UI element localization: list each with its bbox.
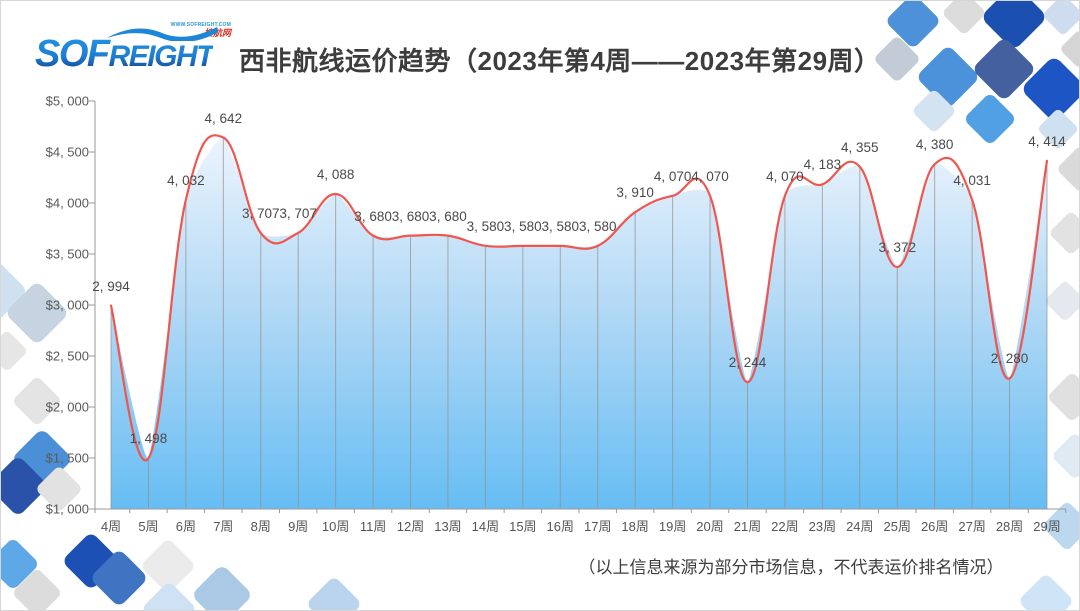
diamond-icon <box>140 580 198 610</box>
diamond-icon <box>1041 500 1079 552</box>
diamond-icon <box>1017 572 1075 610</box>
diamond-icon <box>1055 144 1079 194</box>
diamond-icon <box>1048 210 1079 256</box>
diamond-icon <box>1036 107 1079 151</box>
chart-title: 西非航线运价趋势（2023年第4周——2023年第29周） <box>239 46 881 76</box>
diamond-icon <box>1043 279 1079 323</box>
diamond-icon <box>190 563 254 610</box>
diamond-icon <box>1050 431 1079 481</box>
diamond-icon <box>980 1 1048 51</box>
logo-website: WWW.SOFREIGHT.COM <box>170 22 231 28</box>
diamond-icon <box>305 575 363 610</box>
diamond-icon <box>963 92 1017 146</box>
logo-subtext: WWW.SOFREIGHT.COM 搜航网 <box>170 22 231 38</box>
diamond-icon <box>11 375 63 427</box>
logo-text-sof: SOF <box>35 33 109 75</box>
diamond-icon <box>1046 371 1079 423</box>
logo-tagline: 搜航网 <box>203 27 231 38</box>
sofreight-logo: SOFREIGHT WWW.SOFREIGHT.COM 搜航网 <box>35 22 231 81</box>
diamond-icon <box>1041 1 1079 37</box>
source-note: （以上信息来源为部分市场信息，不代表运价排名情况） <box>578 558 1004 577</box>
logo-wave-icon <box>107 27 218 41</box>
diamond-icon <box>1 329 29 373</box>
logo-text-reight: REIGHT <box>108 40 213 73</box>
diamond-icon <box>941 1 987 36</box>
